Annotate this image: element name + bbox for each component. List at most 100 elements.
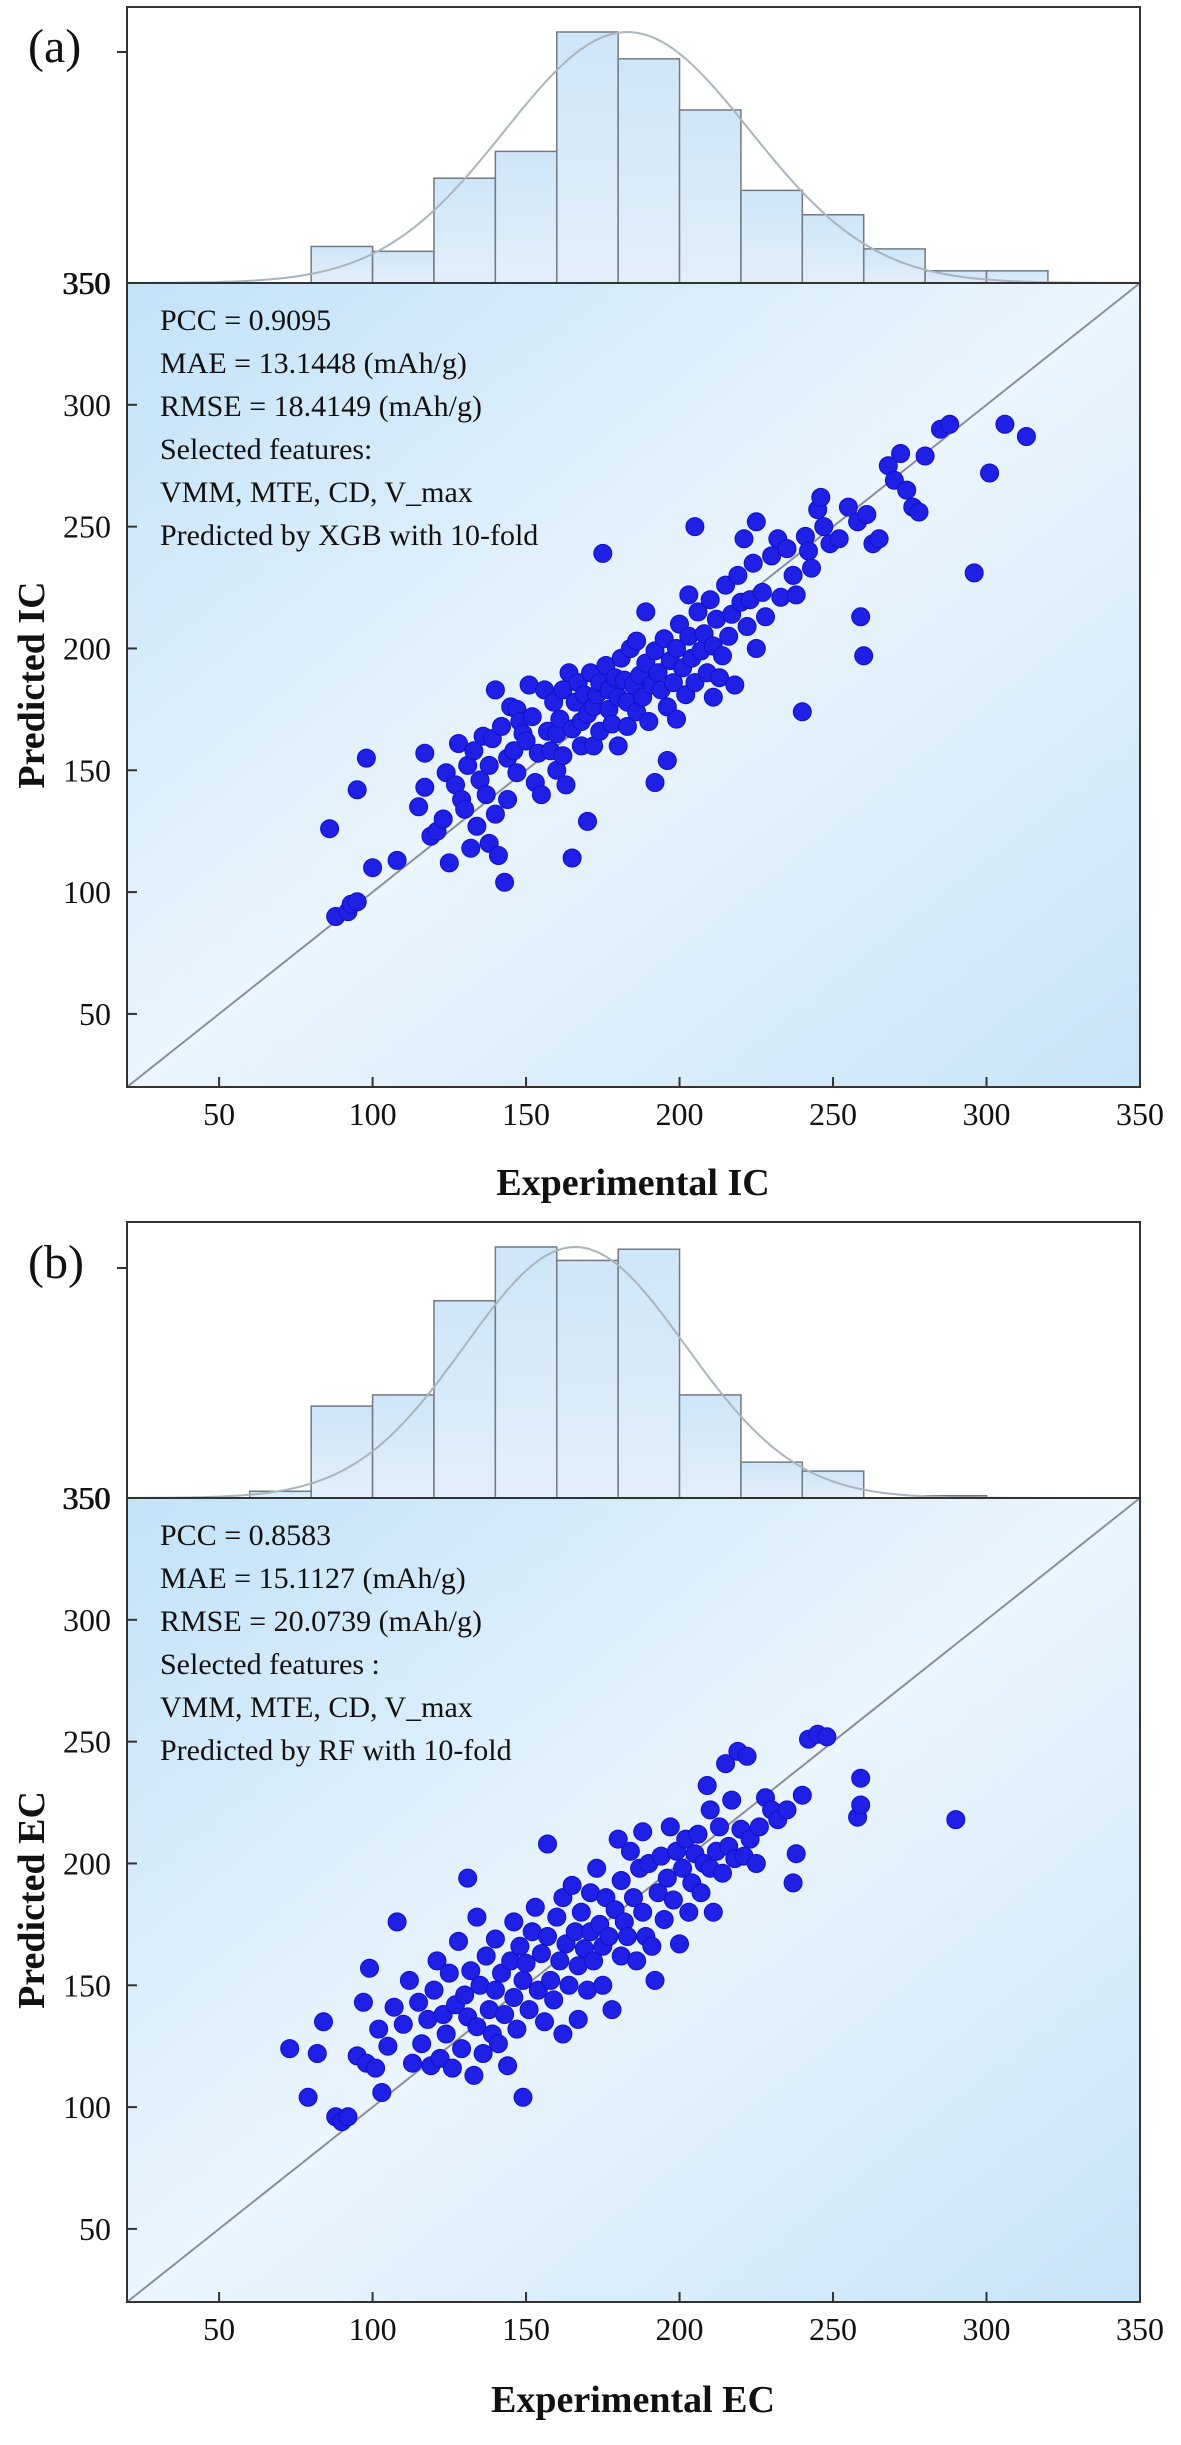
scatter-point-a — [347, 780, 367, 800]
scatter-point-b — [627, 1951, 647, 1971]
scatter-point-b — [516, 1953, 536, 1973]
panel-b-label: (b) — [28, 1236, 84, 1289]
scatter-point-a — [725, 675, 745, 695]
scatter-point-b — [455, 1985, 475, 2005]
scatter-point-b — [412, 2034, 432, 2054]
scatter-point-b — [409, 1992, 429, 2012]
scatter-point-a — [433, 809, 453, 829]
scatter-point-b — [584, 1951, 604, 1971]
scatter-point-a — [891, 444, 911, 463]
y-tick-label-a: 100 — [63, 874, 111, 910]
scatter-point-b — [620, 1841, 640, 1861]
y-tick-label-a: 250 — [63, 509, 111, 545]
scatter-point-b — [633, 1822, 653, 1842]
x-tick-label-b: 50 — [203, 2311, 235, 2347]
scatter-point-b — [369, 2019, 389, 2039]
scatter-point-b — [399, 1970, 419, 1990]
scatter-point-a — [578, 811, 597, 831]
scatter-point-a — [507, 763, 527, 783]
scatter-point-b — [645, 1970, 665, 1990]
scatter-point-b — [559, 1975, 579, 1995]
scatter-point-b — [538, 1834, 557, 1854]
stat-line-b-5: VMM, MTE, CD, V_max — [160, 1691, 473, 1724]
scatter-point-a — [909, 502, 929, 522]
x-tick-label-b: 150 — [502, 2311, 550, 2347]
scatter-point-a — [719, 626, 739, 646]
scatter-point-a — [556, 775, 576, 795]
scatter-point-b — [513, 2087, 533, 2107]
scatter-point-a — [657, 751, 677, 770]
histogram-bar-b — [556, 1259, 619, 1499]
scatter-point-b — [673, 1858, 693, 1878]
scatter-point-b — [663, 1890, 683, 1910]
scatter-point-b — [611, 1871, 631, 1890]
histogram-fit-curve-a — [127, 31, 1141, 284]
histogram-bar-b — [801, 1470, 865, 1499]
panel-b: (b) 350 50 100 150 200 250 300 350 50 100 150 200… — [11, 1221, 1164, 2421]
scatter-point-b — [697, 1776, 717, 1795]
scatter-point-b — [851, 1795, 871, 1815]
scatter-point-a — [476, 785, 496, 805]
scatter-point-a — [516, 731, 536, 751]
scatter-point-a — [636, 602, 656, 622]
scatter-point-b — [648, 1883, 668, 1903]
scatter-point-a — [700, 590, 720, 610]
scatter-point-b — [280, 2039, 300, 2059]
scatter-point-a — [869, 529, 889, 549]
scatter-point-b — [670, 1934, 689, 1954]
scatter-point-a — [485, 804, 505, 824]
scatter-point-a — [663, 673, 683, 693]
scatter-point-a — [387, 850, 407, 870]
histogram-bar-a — [310, 245, 374, 284]
scatter-point-b — [660, 1817, 680, 1837]
scatter-point-b — [624, 1888, 643, 1908]
y-tick-label-a: 300 — [63, 387, 111, 423]
x-axis-a: 50 100 150 200 250 300 350 — [203, 1077, 1164, 1132]
hist-tick-label-a: 350 — [62, 265, 110, 301]
scatter-point-a — [498, 790, 518, 809]
panel-a: (a) 350 50 100 150 200 250 300 350 50 100 150 200… — [11, 6, 1164, 1204]
y-tick-label-b: 50 — [79, 2211, 111, 2247]
scatter-point-a — [851, 607, 871, 627]
scatter-point-a — [814, 517, 834, 537]
stat-line-a-3: RMSE = 18.4149 (mAh/g) — [160, 390, 482, 423]
scatter-point-b — [535, 2012, 554, 2032]
x-axis-title-b: Experimental EC — [491, 2379, 775, 2421]
scatter-point-b — [851, 1768, 871, 1788]
stat-line-b-1: PCC = 0.8583 — [160, 1519, 331, 1552]
histogram-bar-b — [740, 1461, 804, 1499]
scatter-point-b — [387, 1912, 407, 1932]
scatter-point-b — [513, 1970, 533, 1990]
scatter-point-b — [550, 1951, 570, 1971]
scatter-point-a — [562, 848, 582, 868]
scatter-point-a — [854, 646, 874, 666]
x-axis-title-a: Experimental IC — [496, 1162, 769, 1204]
scatter-point-a — [743, 553, 763, 573]
y-tick-label-a: 200 — [63, 630, 111, 666]
scatter-point-b — [485, 1929, 505, 1949]
scatter-point-b — [700, 1800, 720, 1820]
scatter-point-b — [749, 1817, 769, 1837]
scatter-point-b — [792, 1785, 812, 1805]
scatter-point-a — [320, 819, 340, 839]
scatter-panel-b: 50 100 150 200 250 300 350 50 100 150 200 250 300 35… — [11, 1480, 1164, 2421]
x-tick-label-a: 50 — [203, 1096, 235, 1132]
histogram-bar-b — [371, 1394, 435, 1499]
y-axis-a: 50 100 150 200 250 300 350 — [63, 265, 137, 1032]
scatter-point-a — [857, 505, 877, 524]
scatter-point-a — [756, 607, 775, 627]
scatter-point-b — [488, 2034, 508, 2054]
scatter-point-b — [722, 1790, 742, 1810]
scatter-point-a — [639, 712, 659, 731]
scatter-point-b — [525, 1897, 545, 1917]
scatter-point-b — [464, 2065, 484, 2085]
scatter-point-b — [547, 1907, 567, 1927]
scatter-point-a — [495, 872, 515, 892]
scatter-point-a — [685, 517, 705, 537]
scatter-point-a — [786, 585, 806, 605]
x-tick-label-a: 350 — [1116, 1096, 1164, 1132]
scatter-point-a — [710, 668, 729, 688]
scatter-point-a — [464, 741, 484, 761]
scatter-point-b — [393, 2014, 413, 2034]
stat-line-b-2: MAE = 15.1127 (mAh/g) — [160, 1562, 466, 1595]
